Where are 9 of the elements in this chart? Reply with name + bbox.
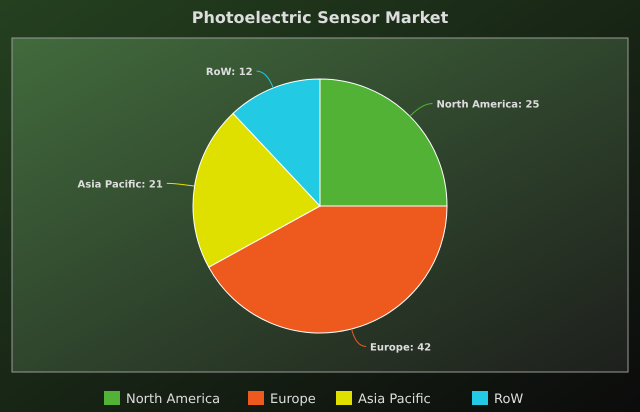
data-label: Europe: 42 — [370, 342, 432, 354]
legend-label: RoW — [494, 392, 524, 407]
chart-title: Photoelectric Sensor Market — [192, 8, 449, 27]
data-label: North America: 25 — [436, 99, 540, 110]
legend-label: Asia Pacific — [358, 392, 431, 407]
legend-label: North America — [126, 392, 220, 407]
data-label: RoW: 12 — [206, 67, 253, 78]
data-label: Asia Pacific: 21 — [78, 179, 163, 190]
slice-label: Europe — [270, 392, 316, 407]
